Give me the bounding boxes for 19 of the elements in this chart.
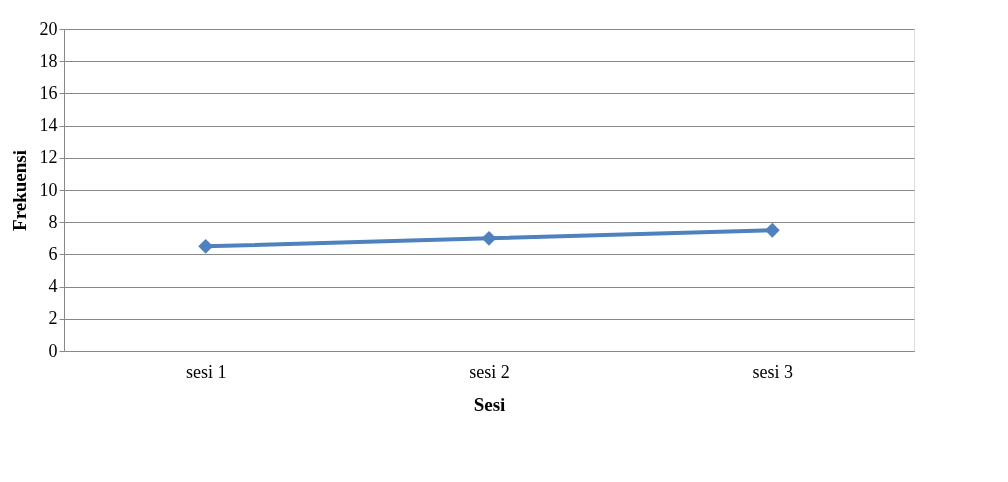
y-tick-label: 8 (48, 211, 58, 232)
point (764, 222, 780, 238)
y-tick-label: 4 (48, 276, 58, 297)
point (198, 238, 214, 254)
y-axis-title: Frekuensi (8, 150, 30, 231)
y-tick-label: 6 (48, 243, 58, 264)
x-tick-label: sesi 3 (752, 361, 794, 382)
y-tick-label: 0 (48, 340, 58, 361)
y-tick-label: 20 (39, 18, 58, 39)
y-tick-label: 14 (39, 115, 58, 136)
y-tick-label: 16 (39, 82, 58, 103)
y-tick-label: 18 (39, 50, 58, 71)
x-tick-label: sesi 2 (469, 361, 510, 382)
y-tick-label: 10 (39, 179, 58, 200)
y-tick-label: 2 (48, 308, 58, 329)
point (481, 230, 497, 246)
x-axis-title: Sesi (473, 393, 506, 415)
y-tick-label: 12 (39, 147, 58, 168)
x-tick-label: sesi 1 (185, 361, 227, 382)
